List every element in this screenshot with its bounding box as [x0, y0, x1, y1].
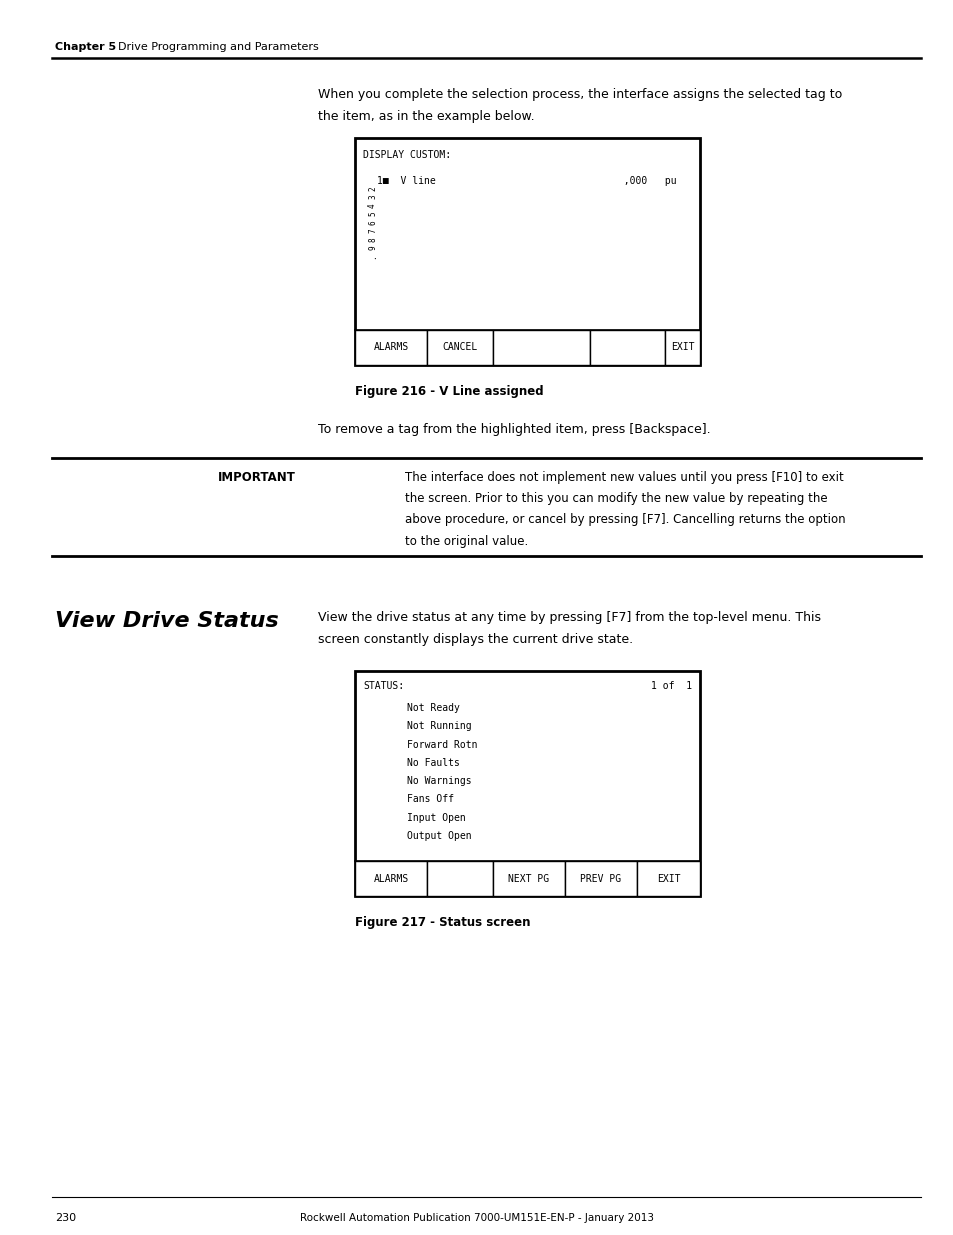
Text: Fans Off: Fans Off	[407, 794, 454, 804]
Text: 5: 5	[368, 211, 376, 216]
Text: Figure 216 - V Line assigned: Figure 216 - V Line assigned	[355, 385, 543, 398]
Text: View Drive Status: View Drive Status	[55, 611, 278, 631]
Text: NEXT PG: NEXT PG	[508, 873, 549, 883]
Bar	[355, 671, 700, 897]
Text: No Faults: No Faults	[407, 758, 459, 768]
Text: Input Open: Input Open	[407, 813, 465, 823]
Text: STATUS:: STATUS:	[363, 680, 404, 692]
Text: IMPORTANT: IMPORTANT	[218, 471, 295, 484]
Text: above procedure, or cancel by pressing [F7]. Cancelling returns the option: above procedure, or cancel by pressing […	[405, 514, 844, 526]
Text: PREV PG: PREV PG	[579, 873, 621, 883]
Text: To remove a tag from the highlighted item, press [Backspace].: To remove a tag from the highlighted ite…	[317, 424, 710, 436]
Text: 8: 8	[368, 237, 376, 242]
Bar	[664, 330, 700, 366]
Text: Figure 217 - Status screen: Figure 217 - Status screen	[355, 916, 530, 929]
Text: Drive Programming and Parameters: Drive Programming and Parameters	[118, 42, 318, 52]
Bar	[637, 861, 700, 897]
Text: 4: 4	[368, 203, 376, 207]
Text: 1■  V line                                ,000   pu: 1■ V line ,000 pu	[376, 177, 676, 186]
Text: ALARMS: ALARMS	[373, 873, 408, 883]
Bar	[493, 861, 564, 897]
Bar	[427, 861, 493, 897]
Text: 230: 230	[55, 1213, 76, 1223]
Text: 2: 2	[368, 186, 376, 190]
Text: 9: 9	[368, 246, 376, 251]
Text: 1 of  1: 1 of 1	[650, 680, 691, 692]
Text: Chapter 5: Chapter 5	[55, 42, 116, 52]
Bar	[589, 330, 664, 366]
Text: Not Ready: Not Ready	[407, 703, 459, 713]
Text: 7: 7	[368, 228, 376, 233]
Text: The interface does not implement new values until you press [F10] to exit: The interface does not implement new val…	[405, 471, 842, 484]
Bar	[427, 330, 493, 366]
Text: DISPLAY CUSTOM:: DISPLAY CUSTOM:	[363, 149, 451, 161]
Text: ALARMS: ALARMS	[373, 342, 408, 352]
Text: 6: 6	[368, 220, 376, 225]
Text: the item, as in the example below.: the item, as in the example below.	[317, 110, 534, 124]
Text: Rockwell Automation Publication 7000-UM151E-EN-P - January 2013: Rockwell Automation Publication 7000-UM1…	[299, 1213, 654, 1223]
Bar	[564, 861, 637, 897]
Text: the screen. Prior to this you can modify the new value by repeating the: the screen. Prior to this you can modify…	[405, 493, 827, 505]
Text: .: .	[368, 254, 376, 258]
Text: View the drive status at any time by pressing [F7] from the top-level menu. This: View the drive status at any time by pre…	[317, 611, 821, 624]
Text: 3: 3	[368, 194, 376, 199]
Text: No Warnings: No Warnings	[407, 777, 471, 787]
Text: EXIT: EXIT	[656, 873, 679, 883]
Text: EXIT: EXIT	[670, 342, 694, 352]
Text: Output Open: Output Open	[407, 831, 471, 841]
Bar	[493, 330, 589, 366]
Text: Not Running: Not Running	[407, 721, 471, 731]
Text: When you complete the selection process, the interface assigns the selected tag : When you complete the selection process,…	[317, 88, 841, 101]
Bar	[355, 330, 427, 366]
Text: screen constantly displays the current drive state.: screen constantly displays the current d…	[317, 634, 633, 646]
Bar	[355, 138, 700, 366]
Text: to the original value.: to the original value.	[405, 535, 528, 547]
Text: Forward Rotn: Forward Rotn	[407, 740, 477, 750]
Bar	[355, 861, 427, 897]
Text: CANCEL: CANCEL	[442, 342, 477, 352]
